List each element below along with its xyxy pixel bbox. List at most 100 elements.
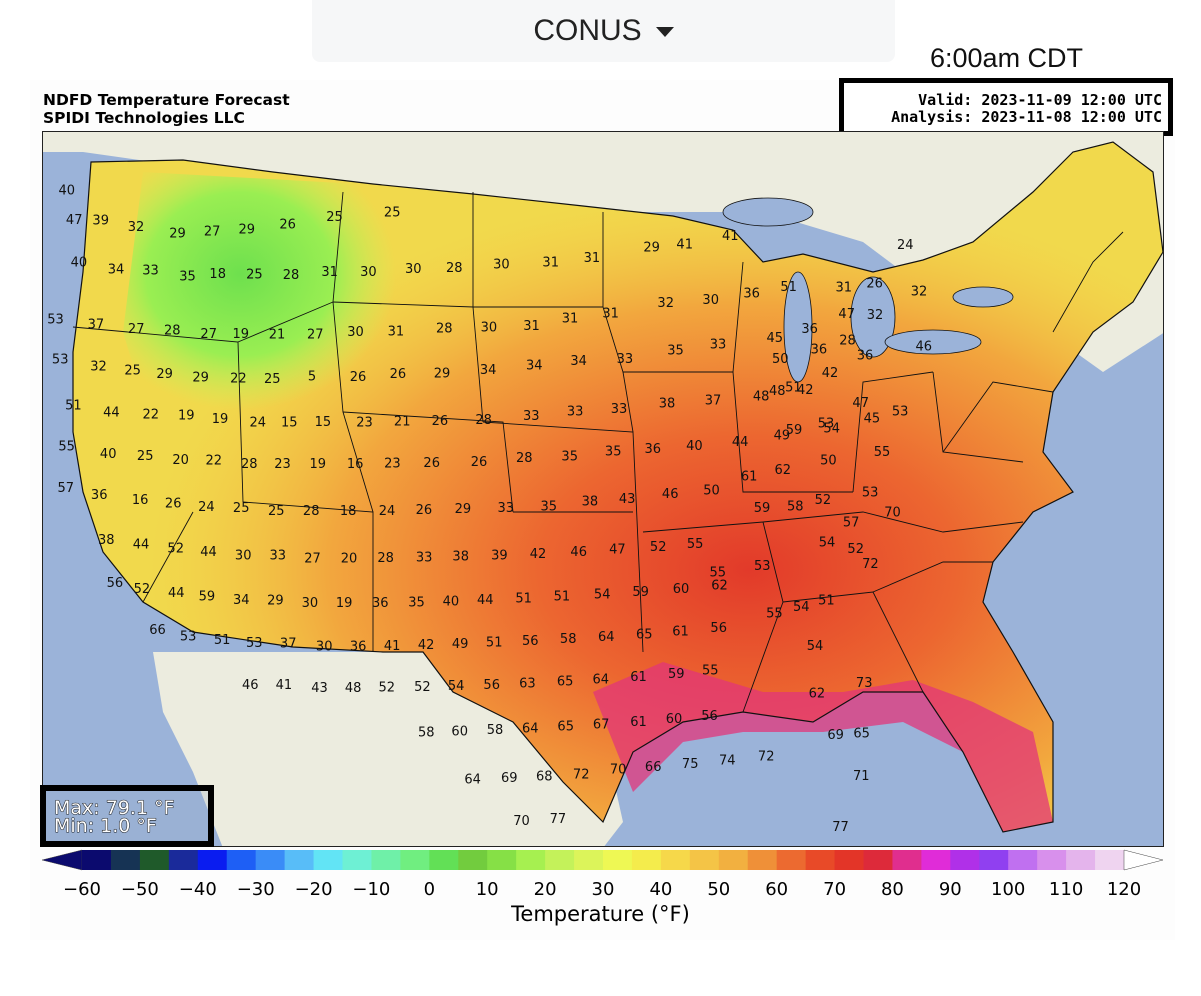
- colorbar-segment: [1095, 850, 1125, 870]
- temperature-label: 42: [822, 366, 839, 381]
- temperature-label: 58: [418, 725, 435, 740]
- temperature-label: 62: [809, 687, 826, 702]
- temperature-label: 29: [455, 502, 472, 517]
- colorbar-tick-label: 40: [649, 879, 673, 900]
- temperature-label: 39: [92, 213, 109, 228]
- colorbar-segment: [1066, 850, 1096, 870]
- temperature-label: 40: [443, 594, 460, 609]
- lake-ontario: [952, 286, 1014, 308]
- colorbar-over-arrow: [1123, 849, 1164, 871]
- temperature-label: 64: [593, 672, 610, 687]
- temperature-label: 33: [270, 549, 287, 564]
- temperature-label: 74: [719, 753, 736, 768]
- temperature-label: 61: [630, 715, 647, 730]
- gulf-warm-band: [593, 662, 1053, 832]
- temperature-label: 70: [513, 814, 530, 829]
- temperature-label: 41: [384, 639, 401, 654]
- temperature-label: 54: [793, 600, 810, 615]
- min-value: Min: 1.0 °F: [54, 815, 158, 837]
- temperature-label: 59: [668, 667, 685, 682]
- temperature-label: 33: [523, 409, 540, 424]
- temperature-label: 31: [836, 281, 853, 296]
- temperature-label: 33: [567, 404, 584, 419]
- temperature-label: 46: [916, 340, 933, 355]
- lake-michigan: [783, 271, 813, 383]
- temperature-label: 57: [843, 516, 860, 531]
- canada-land: [43, 132, 1163, 372]
- temperature-label: 32: [911, 285, 928, 300]
- temperature-label: 38: [582, 495, 599, 510]
- temperature-label: 64: [522, 722, 539, 737]
- temperature-label: 61: [630, 670, 647, 685]
- temperature-label: 26: [390, 367, 407, 382]
- colorbar-segment: [834, 850, 865, 870]
- temperature-label: 60: [673, 582, 690, 597]
- colorbar-segment: [371, 850, 401, 870]
- temperature-label: 27: [200, 327, 217, 342]
- temperature-label: 38: [98, 533, 115, 548]
- temperature-label: 44: [732, 435, 749, 450]
- temperature-label: 37: [88, 318, 105, 333]
- temperature-label: 30: [493, 257, 510, 272]
- temperature-label: 52: [815, 493, 832, 508]
- temperature-label: 48: [769, 384, 786, 399]
- temperature-label: 20: [172, 453, 189, 468]
- us-outline: [72, 141, 1163, 833]
- temperature-label: 62: [711, 579, 728, 594]
- temperature-label: 22: [206, 454, 223, 469]
- temperature-label: 33: [611, 402, 628, 417]
- temperature-label: 52: [414, 680, 431, 695]
- region-select[interactable]: CONUS: [312, 0, 895, 62]
- temperature-label: 70: [610, 763, 627, 778]
- colorbar-segment: [776, 850, 807, 870]
- temperature-label: 59: [754, 501, 771, 516]
- temperature-label: 55: [874, 445, 891, 460]
- temperature-label: 56: [710, 621, 727, 636]
- colorbar-tick-label: −60: [63, 879, 101, 900]
- temperature-label: 23: [356, 415, 373, 430]
- temperature-label: 35: [179, 270, 196, 285]
- colorbar-segment: [892, 850, 922, 870]
- temperature-label: 35: [541, 499, 558, 514]
- temperature-label: 30: [347, 325, 364, 340]
- colorbar-tick-label: −20: [294, 879, 333, 900]
- temperature-label: 32: [867, 308, 884, 323]
- temperature-label: 25: [137, 449, 154, 464]
- temperature-label: 31: [321, 265, 338, 280]
- temperature-label: 22: [230, 372, 247, 387]
- temperature-label: 68: [536, 770, 553, 785]
- temperature-label: 32: [90, 360, 107, 375]
- temperature-label: 25: [384, 205, 401, 220]
- colorbar-tick-label: 120: [1106, 879, 1142, 900]
- map-title: NDFD Temperature Forecast: [43, 91, 290, 109]
- temperature-label: 29: [267, 593, 284, 608]
- temperature-label: 69: [827, 728, 844, 743]
- temperature-label: 55: [58, 439, 75, 454]
- colorbar-tick-label: 80: [880, 879, 904, 900]
- temperature-label: 51: [780, 280, 797, 295]
- temperature-label: 69: [501, 771, 518, 786]
- temperature-label: 31: [388, 325, 405, 340]
- temperature-label: 66: [645, 760, 662, 775]
- temperature-label: 72: [862, 557, 879, 572]
- temperature-label: 77: [550, 812, 567, 827]
- valid-time-box: Valid: 2023-11-09 12:00 UTC Analysis: 20…: [839, 78, 1173, 136]
- colorbar-segment: [921, 850, 951, 870]
- temperature-label: 26: [423, 456, 440, 471]
- temperature-label: 28: [839, 333, 856, 348]
- temperature-label: 20: [341, 552, 358, 567]
- temperature-label: 56: [483, 678, 500, 693]
- temperature-label: 73: [856, 676, 873, 691]
- temperature-label: 33: [710, 338, 727, 353]
- temperature-label: 26: [471, 455, 488, 470]
- temperature-label: 37: [280, 637, 297, 652]
- temperature-label: 72: [573, 768, 590, 783]
- temperature-label: 19: [212, 412, 229, 427]
- temperature-label: 43: [619, 492, 636, 507]
- temperature-label: 24: [897, 238, 914, 253]
- temperature-label: 51: [486, 636, 503, 651]
- temperature-label: 55: [702, 664, 719, 679]
- temperature-label: 29: [239, 222, 256, 237]
- region-select-value: CONUS: [533, 14, 642, 47]
- temperature-label: 26: [866, 277, 883, 292]
